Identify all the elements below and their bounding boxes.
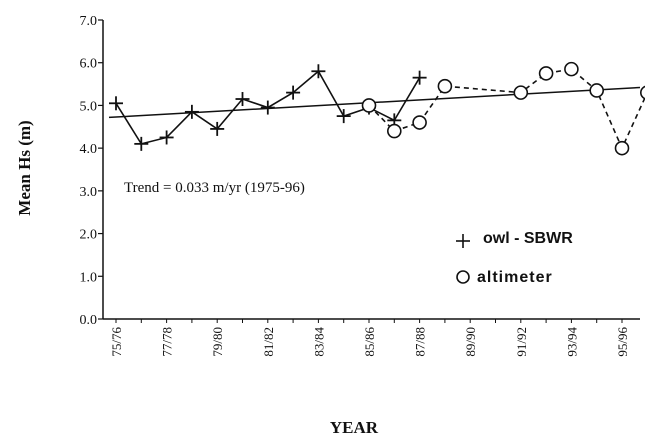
x-tick-label: 89/90 [463,327,478,357]
data-point-plus [109,96,123,111]
data-point-plus [311,64,326,79]
x-tick-label: 75/76 [109,327,124,357]
data-point-plus [336,109,351,124]
x-tick-label: 87/88 [413,327,428,357]
y-axis: 0.0 1.0 2.0 3.0 4.0 5.0 6.0 7.0 [80,14,104,328]
y-tick-label: 3.0 [80,185,98,200]
data-point-circle [513,85,529,100]
x-tick-label: 93/94 [564,327,579,357]
data-point-circle [640,85,645,100]
x-tick-label: 81/82 [261,327,276,357]
y-tick-label: 6.0 [80,57,98,72]
legend: owl - SBWR altimeter [456,230,573,286]
y-tick-label: 7.0 [80,14,98,29]
legend-label-owl: owl - SBWR [483,230,573,247]
data-point-plus [412,70,427,85]
legend-marker-plus [456,234,470,248]
y-tick-label: 2.0 [80,228,98,243]
plot-area [109,61,645,156]
legend-marker-circle [456,270,470,284]
y-tick-label: 1.0 [80,270,98,285]
y-axis-label: Mean Hs (m) [15,120,34,215]
data-point-plus [286,85,301,100]
x-tick-label: 77/78 [160,327,175,357]
data-point-circle [589,83,605,98]
y-tick-label: 5.0 [80,99,98,114]
data-point-plus [134,136,149,151]
x-axis-label: YEAR [330,418,379,437]
y-tick-label: 4.0 [80,142,98,157]
x-tick-label: 95/96 [615,327,630,357]
data-point-circle [386,123,402,139]
legend-label-altimeter: altimeter [477,269,553,286]
data-point-circle [361,98,377,113]
x-tick-label: 91/92 [514,327,529,357]
y-tick-label: 0.0 [80,313,98,328]
data-point-plus [235,92,250,107]
data-point-circle [538,66,554,81]
x-tick-label: 85/86 [362,327,377,357]
data-point-plus [210,121,225,136]
data-point-circle [614,140,630,156]
data-point-circle [412,115,427,130]
data-point-plus [184,104,199,119]
data-point-plus [159,130,174,145]
data-point-circle [437,78,453,94]
x-tick-label: 83/84 [311,327,326,357]
data-point-plus [260,100,275,115]
series-line-1 [368,68,645,151]
data-point-circle [564,61,579,77]
x-tick-label: 79/80 [210,327,225,357]
x-axis: 75/76 77/78 79/80 81/82 83/84 85/86 87/88 89/90… [103,318,640,357]
trend-annotation: Trend = 0.033 m/yr (1975-96) [124,180,305,196]
